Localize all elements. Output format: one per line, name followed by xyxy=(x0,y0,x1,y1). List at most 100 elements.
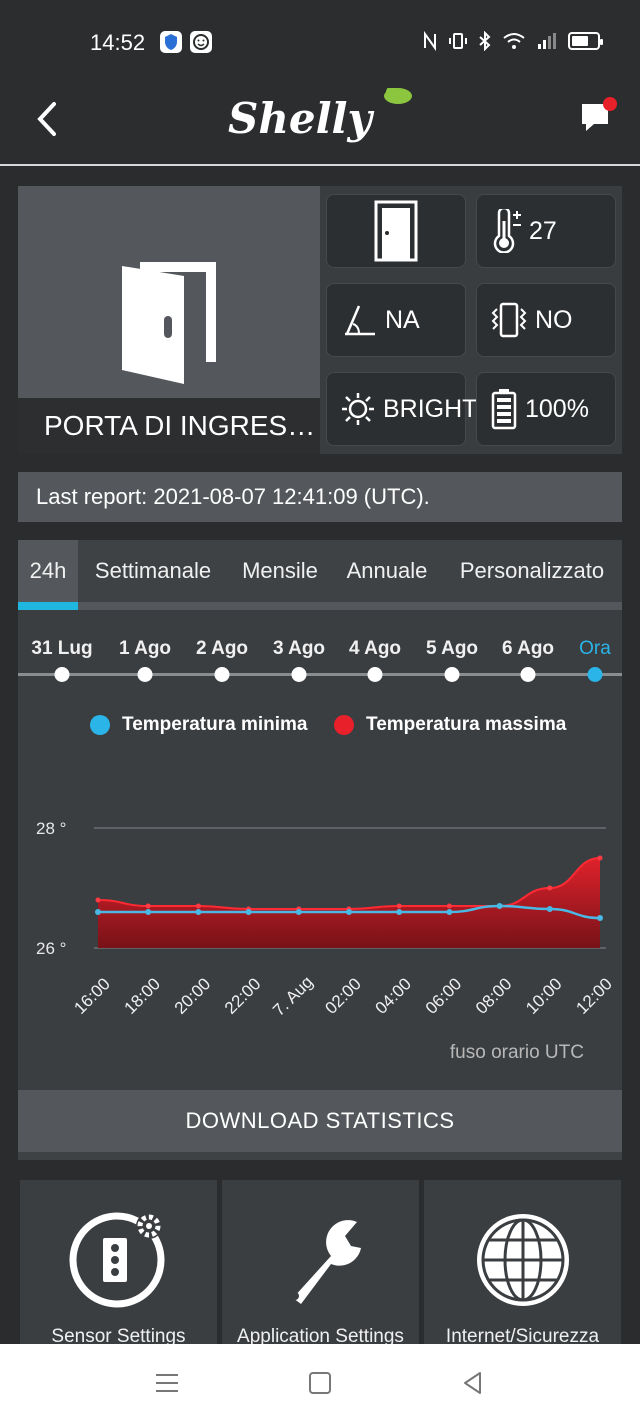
battery-icon xyxy=(491,389,517,430)
svg-text:Shelly: Shelly xyxy=(228,94,374,143)
max-point xyxy=(145,903,151,909)
vibration-value: NO xyxy=(535,305,573,334)
x-tick-label: 02:00 xyxy=(321,974,365,1018)
nfc-icon xyxy=(424,31,436,51)
sun-icon xyxy=(342,393,374,425)
sensor-settings-icon xyxy=(69,1212,164,1308)
application-settings-card[interactable]: Application Settings xyxy=(222,1180,419,1344)
temperature-tile[interactable]: 27 xyxy=(476,194,616,268)
sensor-settings-card[interactable]: Sensor Settings xyxy=(20,1180,217,1344)
last-report: Last report: 2021-08-07 12:41:09 (UTC). xyxy=(18,472,622,522)
min-point xyxy=(145,909,152,915)
day-label[interactable]: 5 Ago xyxy=(425,638,479,659)
system-navigation-bar xyxy=(0,1344,640,1422)
download-shadow xyxy=(18,1152,622,1160)
day-label[interactable]: 31 Lug xyxy=(31,638,93,659)
settings-cards: Sensor Settings Application Settings Int… xyxy=(18,1180,622,1344)
min-point xyxy=(496,903,503,909)
day-label[interactable]: 2 Ago xyxy=(195,638,249,659)
door-closed-icon xyxy=(374,200,418,262)
min-point xyxy=(446,909,453,915)
x-tick-label: 06:00 xyxy=(422,974,466,1018)
x-tick-label: 16:00 xyxy=(70,974,114,1018)
day-label-now[interactable]: Ora xyxy=(579,638,611,659)
max-point xyxy=(547,885,553,891)
vibration-icon xyxy=(491,302,527,338)
battery-status-icon xyxy=(568,32,603,50)
max-point xyxy=(597,855,603,861)
statistics-panel: 31 Lug 1 Ago 2 Ago 3 Ago 4 Ago 5 Ago 6 A… xyxy=(18,610,622,1090)
min-point xyxy=(597,915,603,921)
x-tick-label: 12:00 xyxy=(572,974,616,1018)
tab-settimanale[interactable]: Settimanale xyxy=(94,558,212,583)
day-dot[interactable] xyxy=(444,667,460,682)
status-indicators xyxy=(422,31,603,51)
lux-tile[interactable]: BRIGHT xyxy=(326,372,477,446)
day-dot[interactable] xyxy=(367,667,383,682)
min-point xyxy=(346,909,352,915)
device-panel: PORTA DI INGRES… 27 NA NO xyxy=(18,186,622,454)
day-dot[interactable] xyxy=(291,667,307,682)
day-label[interactable]: 4 Ago xyxy=(348,638,402,659)
shelly-logo: Shelly xyxy=(228,88,412,143)
tilt-tile[interactable]: NA xyxy=(326,283,466,357)
shield-app-icon xyxy=(160,31,182,53)
signal-icon xyxy=(538,33,556,49)
min-point xyxy=(546,906,553,912)
tab-personalizzato[interactable]: Personalizzato xyxy=(459,558,605,583)
x-tick-label: 04:00 xyxy=(372,974,416,1018)
y-tick-label: 28 ° xyxy=(36,819,66,838)
legend-max: Temperatura massima xyxy=(334,714,566,736)
day-dot[interactable] xyxy=(137,667,153,682)
day-label[interactable]: 3 Ago xyxy=(272,638,326,659)
x-tick-label: 7. Aug xyxy=(269,972,317,1020)
back-icon[interactable] xyxy=(458,1368,488,1398)
notifications-chat-icon[interactable] xyxy=(578,96,618,136)
device-name: PORTA DI INGRES… xyxy=(18,398,320,454)
smile-app-icon xyxy=(190,31,212,53)
download-statistics-button[interactable]: DOWNLOAD STATISTICS xyxy=(18,1090,622,1152)
card-label: Application Settings xyxy=(237,1326,404,1344)
day-dot[interactable] xyxy=(54,667,70,682)
lux-value: BRIGHT xyxy=(383,394,478,423)
status-bar: 14:52 xyxy=(0,0,640,86)
tilt-value: NA xyxy=(385,305,420,334)
tilt-angle-icon xyxy=(345,305,375,336)
home-icon[interactable] xyxy=(305,1368,335,1398)
max-temperature-area xyxy=(98,858,600,948)
legend-max-label: Temperatura massima xyxy=(366,714,567,735)
card-label: Internet/Sicurezza xyxy=(445,1326,600,1344)
back-arrow-icon[interactable] xyxy=(28,94,68,144)
battery-tile[interactable]: 100% xyxy=(476,372,616,446)
tab-annuale[interactable]: Annuale xyxy=(346,558,428,583)
wrench-icon xyxy=(290,1220,361,1304)
vibration-tile[interactable]: NO xyxy=(476,283,616,357)
temperature-chart: 28 °26 °16:00 18:00 20:00 22:00 7. Aug 02:00 0… xyxy=(36,819,616,1020)
day-dot[interactable] xyxy=(520,667,536,682)
door-open-icon xyxy=(122,262,216,384)
globe-icon xyxy=(476,1214,569,1306)
day-dot[interactable] xyxy=(214,667,230,682)
internet-security-card[interactable]: Internet/Sicurezza xyxy=(424,1180,621,1344)
status-time: 14:52 xyxy=(90,30,146,55)
wifi-icon xyxy=(503,33,525,49)
legend-min-label: Temperatura minima xyxy=(122,714,308,735)
day-timeline: 31 Lug 1 Ago 2 Ago 3 Ago 4 Ago 5 Ago 6 A… xyxy=(18,610,622,690)
x-tick-label: 22:00 xyxy=(221,974,265,1018)
max-point xyxy=(446,903,452,909)
legend-max-dot xyxy=(334,715,354,735)
day-label[interactable]: 1 Ago xyxy=(118,638,172,659)
card-label: Sensor Settings xyxy=(51,1326,186,1344)
period-tabs: 24h Settimanale Mensile Annuale Personal… xyxy=(18,540,622,610)
door-state-tile[interactable] xyxy=(326,194,466,268)
day-label[interactable]: 6 Ago xyxy=(501,638,555,659)
min-point xyxy=(396,909,403,915)
max-point xyxy=(195,903,201,909)
day-dot-now[interactable] xyxy=(587,667,603,682)
timezone-note: fuso orario UTC xyxy=(449,1042,584,1063)
tab-24h[interactable]: 24h xyxy=(18,540,78,602)
timeline-line xyxy=(18,673,622,676)
menu-icon[interactable] xyxy=(152,1368,182,1398)
max-point xyxy=(95,897,101,903)
tab-mensile[interactable]: Mensile xyxy=(242,558,318,583)
